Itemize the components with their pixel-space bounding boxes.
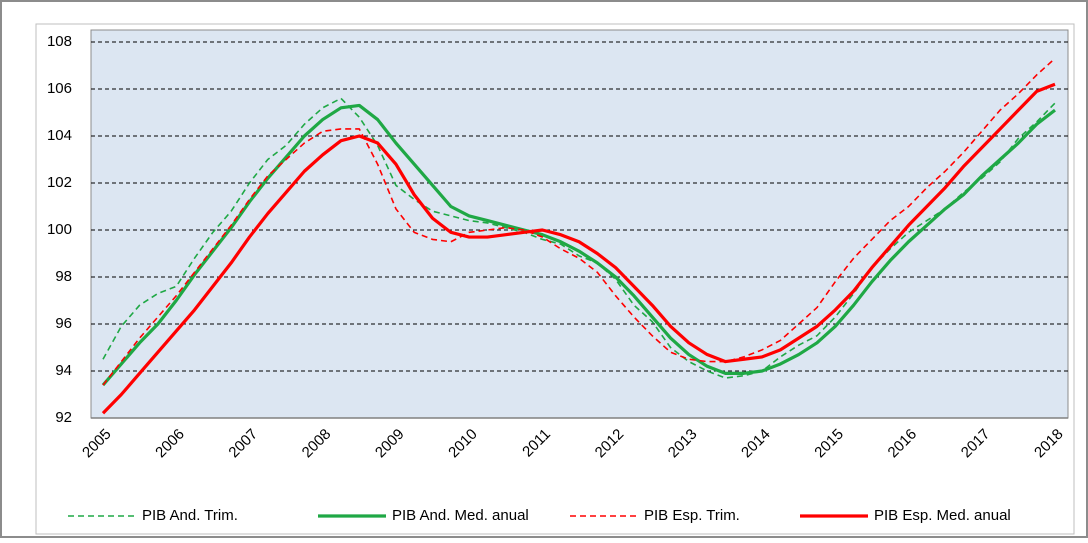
- y-tick-label: 92: [55, 409, 72, 426]
- series-line: [102, 57, 1056, 386]
- legend-label: PIB Esp. Med. anual: [874, 507, 1011, 524]
- legend-label: PIB And. Med. anual: [392, 507, 529, 524]
- series-line: [102, 97, 1056, 379]
- y-tick-label: 106: [47, 80, 72, 97]
- legend-label: PIB And. Trim.: [142, 507, 238, 524]
- series-line: [101, 82, 1056, 415]
- plot-area: [90, 29, 1069, 419]
- y-tick-label: 102: [47, 174, 72, 191]
- y-tick-label: 98: [55, 268, 72, 285]
- y-tick-label: 104: [47, 127, 72, 144]
- y-tick-label: 96: [55, 315, 72, 332]
- series-line: [101, 103, 1056, 387]
- y-tick-label: 94: [55, 362, 72, 379]
- legend-label: PIB Esp. Trim.: [644, 507, 740, 524]
- y-tick-label: 100: [47, 221, 72, 238]
- y-tick-label: 108: [47, 33, 72, 50]
